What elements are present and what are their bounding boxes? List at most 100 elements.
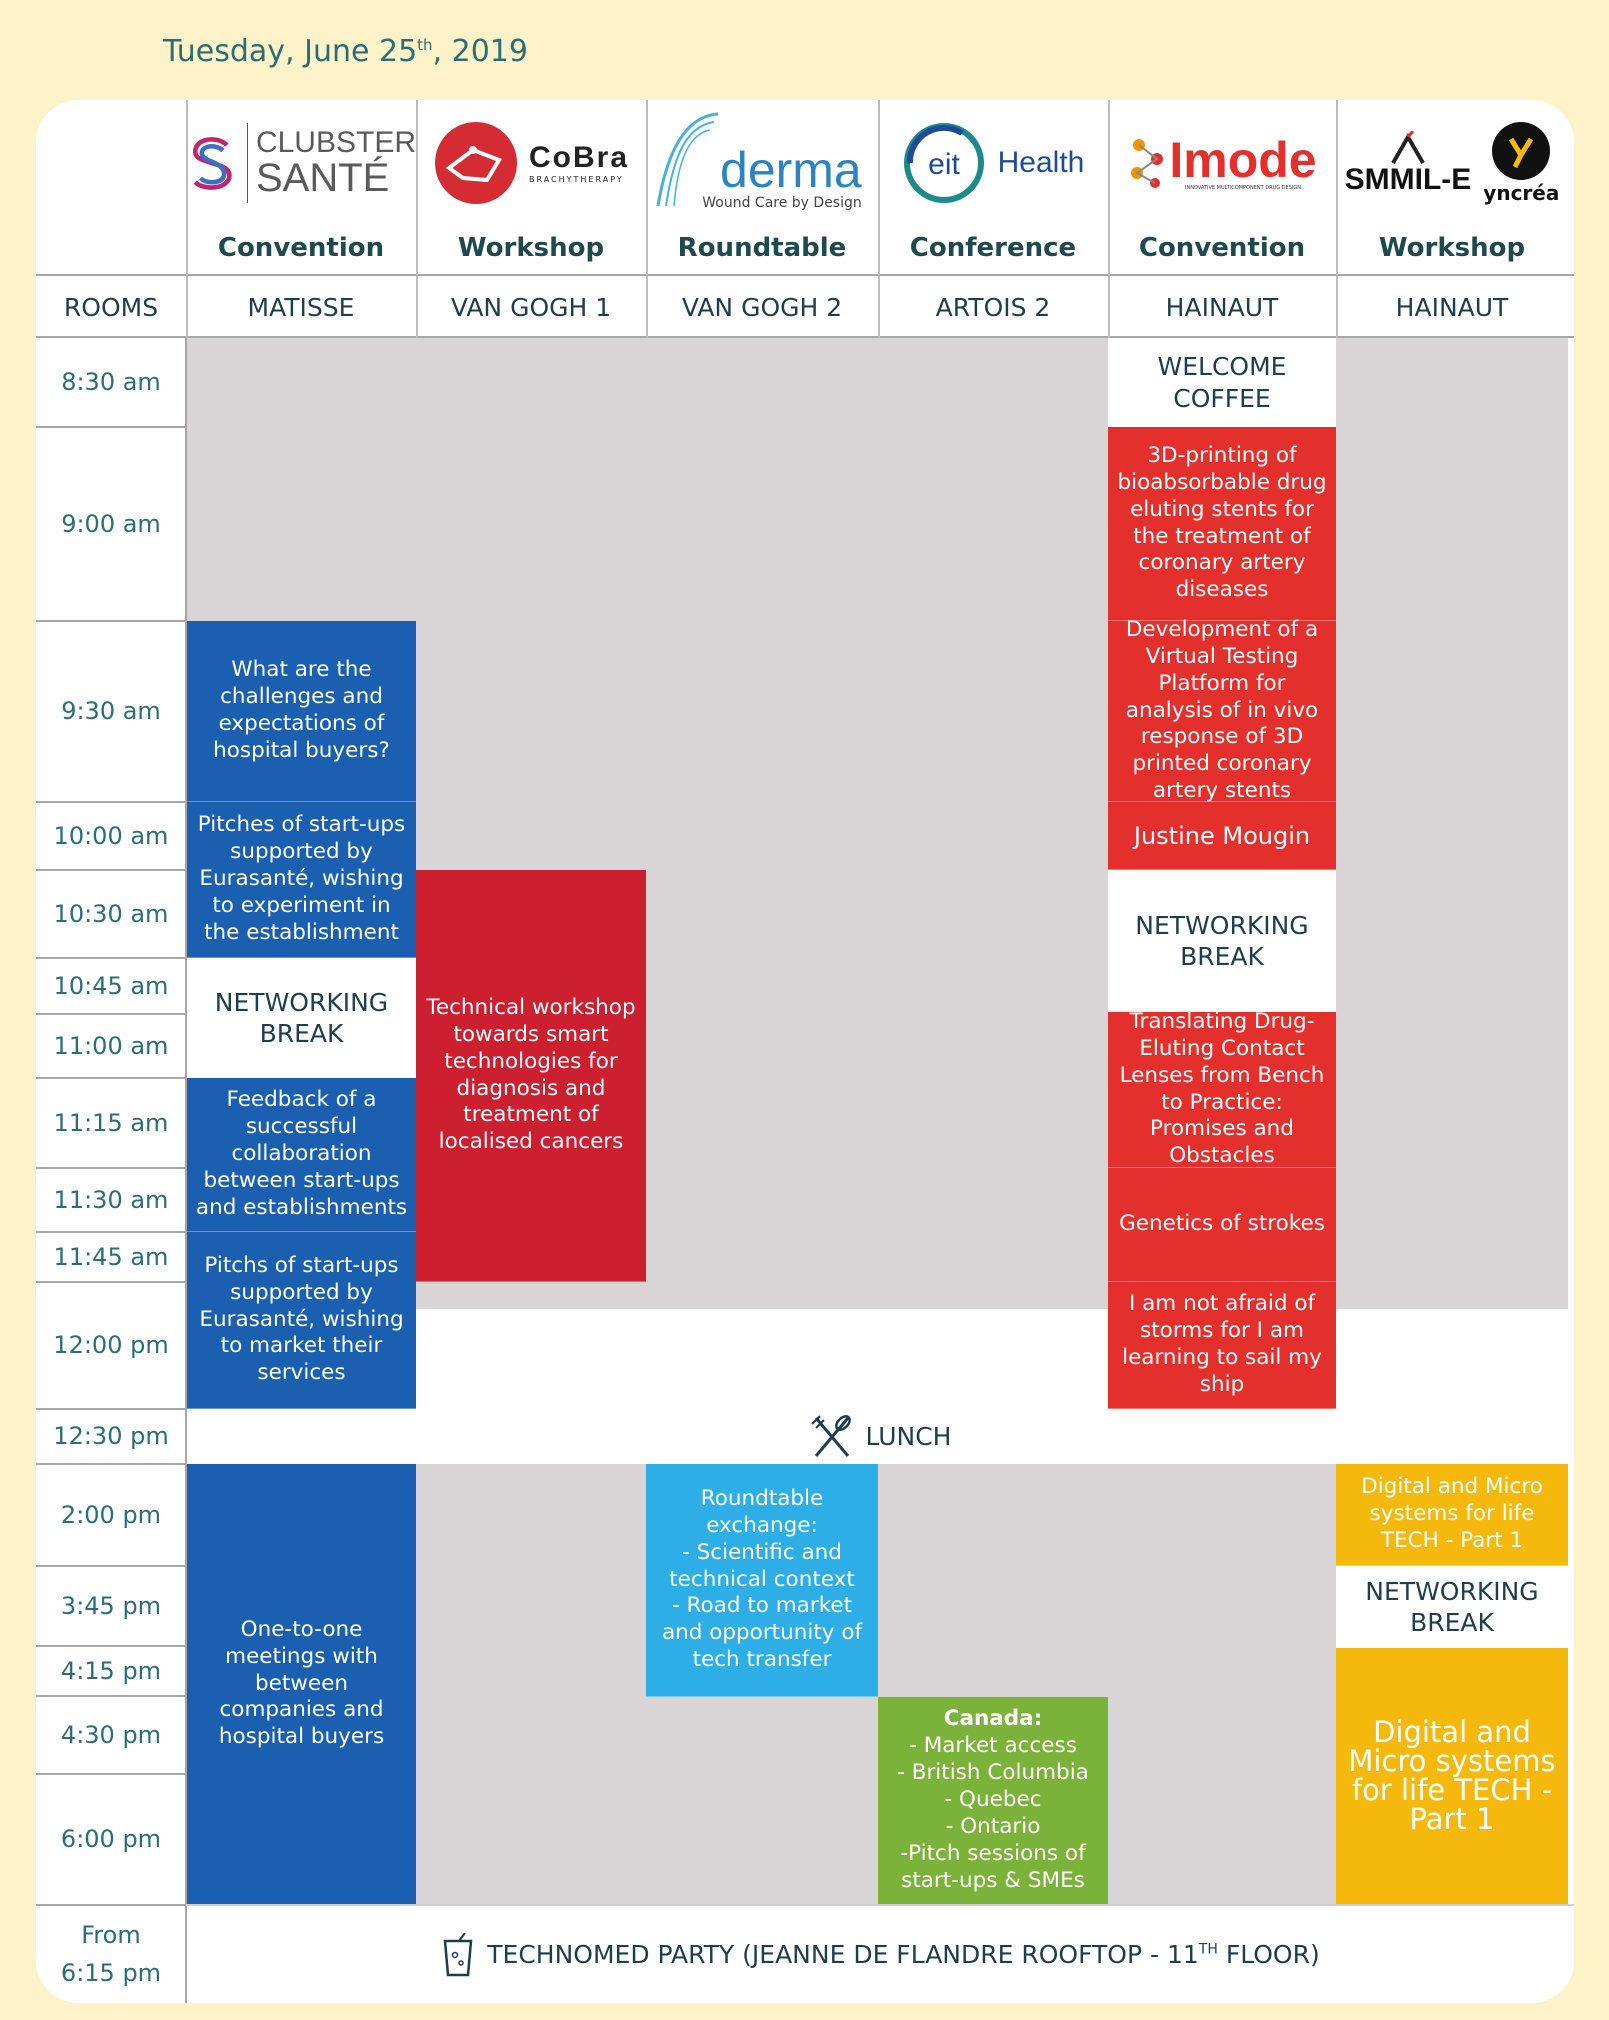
imode-name: Imode bbox=[1169, 131, 1317, 188]
session-pitchs-market[interactable]: Pitchs of start-ups supported by Eurasan… bbox=[187, 1232, 416, 1409]
cobra-logo: CoBra BRACHYTHERAPY bbox=[416, 100, 646, 225]
schedule-card: CLUBSTER SANTÉ CoBra BRACHYTHERAPY derma… bbox=[36, 100, 1574, 2003]
session-roundtable-exchange[interactable]: Roundtable exchange: - Scientific and te… bbox=[646, 1464, 878, 1697]
time-slot: 4:15 pm bbox=[60, 1656, 162, 1685]
eit-name: eit bbox=[928, 148, 960, 181]
party-divider bbox=[186, 1904, 1574, 1906]
session-3d-printing-stents[interactable]: 3D-printing of bioabsorbable drug elutin… bbox=[1108, 427, 1336, 621]
networking-break-smmile: NETWORKING BREAK bbox=[1336, 1566, 1568, 1648]
time-slot: 11:30 am bbox=[53, 1185, 169, 1214]
time-divider bbox=[36, 620, 186, 622]
date-year: , 2019 bbox=[432, 34, 528, 69]
party-sup: TH bbox=[1198, 1941, 1218, 1958]
lunch-label: LUNCH bbox=[865, 1422, 952, 1451]
room-artois2: ARTOIS 2 bbox=[935, 293, 1051, 322]
smmile-roof-icon bbox=[1391, 130, 1425, 164]
session-feedback-collaboration[interactable]: Feedback of a successful collaboration b… bbox=[187, 1078, 416, 1232]
date-suffix: th bbox=[417, 36, 433, 54]
time-divider bbox=[36, 426, 186, 428]
header-col-line bbox=[1336, 100, 1338, 338]
fork-knife-icon bbox=[810, 1414, 851, 1457]
header-col-line bbox=[416, 100, 418, 338]
eit-circle-icon: eit bbox=[903, 122, 984, 203]
session-digital-micro-part1-large[interactable]: Digital and Micro systems for life TECH … bbox=[1336, 1648, 1568, 1905]
type-workshop-hainaut: Workshop bbox=[1378, 233, 1526, 263]
session-one-to-one-meetings[interactable]: One-to-one meetings with between compani… bbox=[187, 1464, 416, 1905]
time-slot: 9:00 am bbox=[61, 509, 161, 538]
header-col-line bbox=[878, 100, 880, 338]
type-workshop-vangogh1: Workshop bbox=[457, 233, 605, 263]
eit-health-text: Health bbox=[997, 145, 1085, 179]
cocktail-glass-icon bbox=[443, 1932, 473, 1976]
time-column-line bbox=[185, 338, 187, 2003]
session-virtual-testing-platform[interactable]: Development of a Virtual Testing Platfor… bbox=[1108, 617, 1336, 803]
time-slot: 10:45 am bbox=[53, 971, 169, 1000]
cobra-sub: BRACHYTHERAPY bbox=[528, 175, 624, 184]
rooms-header: ROOMS bbox=[63, 293, 159, 322]
derma-name: derma bbox=[720, 141, 862, 198]
networking-break-matisse: NETWORKING BREAK bbox=[187, 958, 416, 1078]
canada-details: - Market access - British Columbia - Que… bbox=[897, 1733, 1089, 1893]
time-slot: 6:00 pm bbox=[60, 1825, 162, 1854]
session-pitches-experiment[interactable]: Pitches of start-ups supported by Eurasa… bbox=[187, 802, 416, 958]
date-text: Tuesday, June 25 bbox=[163, 34, 418, 69]
imode-molecule-icon bbox=[1131, 138, 1164, 188]
time-slot: 8:30 am bbox=[61, 368, 161, 397]
header-col-line bbox=[1108, 100, 1110, 338]
canada-title: Canada: bbox=[943, 1706, 1043, 1732]
room-hainaut-imode: HAINAUT bbox=[1165, 293, 1279, 322]
time-slot: 11:00 am bbox=[53, 1031, 169, 1060]
time-divider bbox=[36, 1231, 186, 1233]
time-divider bbox=[36, 1565, 186, 1567]
type-conference-artois: Conference bbox=[909, 233, 1077, 263]
derma-wave-icon bbox=[656, 112, 719, 207]
cobra-wordmark: CoBra BRACHYTHERAPY bbox=[529, 141, 629, 184]
clubster-line1: CLUBSTER bbox=[255, 125, 416, 159]
header-col-line bbox=[646, 100, 648, 338]
eit-health-logo: eit Health bbox=[878, 100, 1108, 225]
logo-divider bbox=[246, 122, 248, 203]
session-technical-workshop[interactable]: Technical workshop towards smart technol… bbox=[416, 870, 646, 1282]
session-canada[interactable]: Canada: - Market access - British Columb… bbox=[878, 1697, 1108, 1905]
time-slot: From 6:15 pm bbox=[60, 1920, 162, 1987]
time-divider bbox=[36, 1281, 186, 1283]
rooms-divider bbox=[36, 336, 1574, 338]
session-contact-lenses[interactable]: Translating Drug-Eluting Contact Lenses … bbox=[1108, 1009, 1336, 1168]
yncrea-name: yncréa bbox=[1483, 180, 1560, 205]
session-digital-micro-part1[interactable]: Digital and Micro systems for life TECH … bbox=[1336, 1464, 1568, 1566]
time-slot: 11:15 am bbox=[53, 1108, 169, 1137]
session-not-afraid-of-storms[interactable]: I am not afraid of storms for I am learn… bbox=[1108, 1282, 1336, 1409]
time-divider bbox=[36, 1077, 186, 1079]
time-divider bbox=[36, 1167, 186, 1169]
clubster-line2: SANTÉ bbox=[255, 155, 390, 200]
type-convention-hainaut: Convention bbox=[1138, 233, 1306, 263]
party-end: FLOOR) bbox=[1217, 1940, 1320, 1969]
time-slot: 4:30 pm bbox=[60, 1720, 162, 1749]
session-justine-mougin[interactable]: Justine Mougin bbox=[1108, 802, 1336, 870]
time-slot: 10:00 am bbox=[53, 821, 169, 850]
cobra-circle-icon bbox=[434, 121, 517, 204]
time-divider bbox=[36, 1013, 186, 1015]
time-divider bbox=[36, 1904, 186, 1906]
clubster-sante-logo: CLUBSTER SANTÉ bbox=[186, 100, 416, 225]
yncrea-mark: yncréa bbox=[1483, 121, 1559, 205]
session-genetics-strokes[interactable]: Genetics of strokes bbox=[1108, 1168, 1336, 1282]
time-slot: 12:00 pm bbox=[53, 1331, 169, 1360]
smmile-logo: SMMIL-E yncréa bbox=[1336, 100, 1568, 225]
time-slot: 2:00 pm bbox=[60, 1500, 162, 1529]
time-divider bbox=[36, 801, 186, 803]
derma-wordmark: derma Wound Care by Design bbox=[702, 145, 862, 211]
party-label: TECHNOMED PARTY (JEANNE DE FLANDRE ROOFT… bbox=[487, 1940, 1319, 1969]
type-roundtable-vangogh2: Roundtable bbox=[677, 233, 847, 263]
room-vangogh1: VAN GOGH 1 bbox=[450, 293, 612, 322]
clubster-s-icon bbox=[192, 136, 232, 190]
lunch-row: LUNCH bbox=[187, 1409, 1574, 1464]
derma-logo: derma Wound Care by Design bbox=[646, 100, 878, 225]
time-divider bbox=[36, 1463, 186, 1465]
derma-sub: Wound Care by Design bbox=[702, 194, 862, 211]
session-hospital-buyers[interactable]: What are the challenges and expectations… bbox=[187, 621, 416, 802]
party-row: TECHNOMED PARTY (JEANNE DE FLANDRE ROOFT… bbox=[187, 1906, 1574, 2003]
imode-logo: Imode INNOVATIVE MULTICOMPONENT DRUG DES… bbox=[1108, 100, 1336, 225]
room-vangogh2: VAN GOGH 2 bbox=[681, 293, 843, 322]
imode-wordmark: Imode INNOVATIVE MULTICOMPONENT DRUG DES… bbox=[1169, 135, 1316, 191]
